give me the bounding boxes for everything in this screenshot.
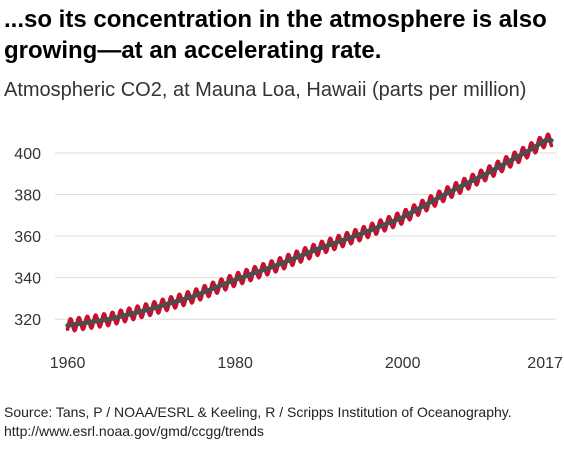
chart-headline: ...so its concentration in the atmospher… — [4, 6, 547, 64]
x-tick-label: 2017 — [527, 355, 563, 372]
x-tick-label: 1980 — [217, 355, 253, 372]
y-tick-label: 380 — [14, 188, 41, 205]
chart-subtitle: Atmospheric CO2, at Mauna Loa, Hawaii (p… — [4, 79, 527, 101]
x-tick-label: 1960 — [50, 355, 86, 372]
data-series — [65, 132, 554, 333]
source-note: Source: Tans, P / NOAA/ESRL & Keeling, R… — [4, 404, 512, 439]
y-tick-label: 340 — [14, 271, 41, 288]
y-tick-label: 360 — [14, 229, 41, 246]
y-tick-label: 320 — [14, 312, 41, 329]
axis-tick-labels: 320 340 360 380 400 1960 1980 2000 2017 — [14, 146, 563, 372]
x-tick-label: 2000 — [385, 355, 421, 372]
gridlines — [55, 152, 556, 320]
trend-co2-series-line — [65, 138, 554, 328]
y-tick-label: 400 — [14, 146, 41, 163]
co2-line-chart: 320 340 360 380 400 1960 1980 2000 2017 — [14, 132, 563, 372]
monthly-co2-series-line — [65, 132, 554, 333]
